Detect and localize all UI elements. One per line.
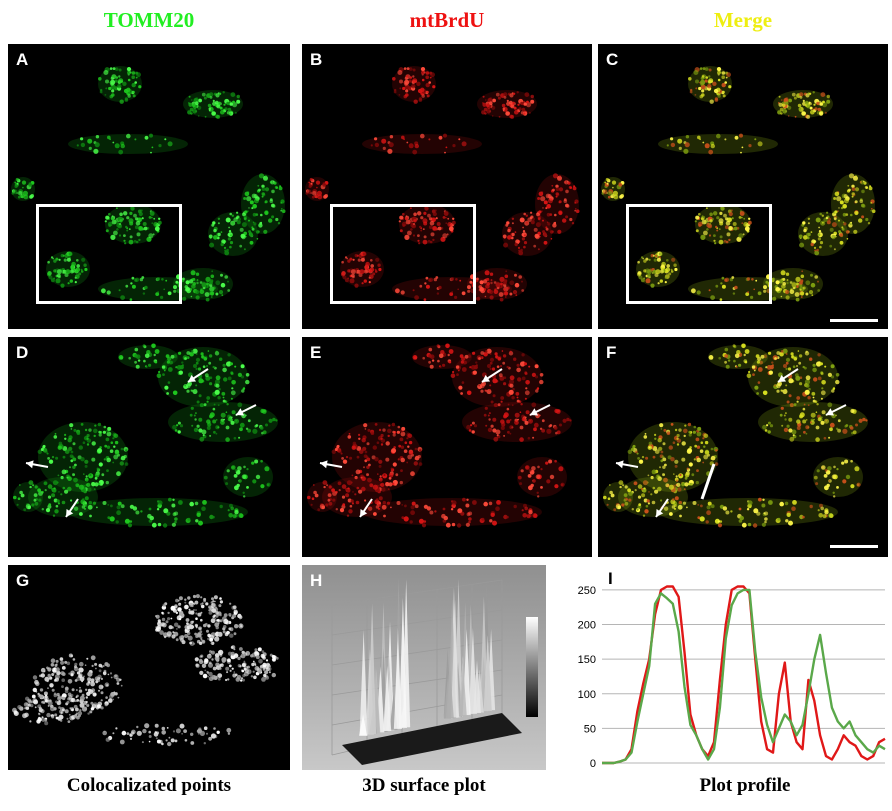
panel-d: D	[8, 337, 290, 557]
arrow-head	[826, 408, 835, 416]
profile-line	[700, 463, 716, 500]
surface-peak	[473, 660, 482, 713]
panel-e-label: E	[310, 343, 322, 362]
panel-b: B	[302, 44, 592, 329]
panel-a-label: A	[16, 50, 29, 69]
panel-g: G	[8, 565, 290, 770]
arrow-head	[236, 408, 245, 416]
panel-f-image	[603, 343, 868, 528]
arrow-head	[26, 460, 34, 469]
arrow-head	[482, 374, 491, 382]
panel-h-label: H	[310, 571, 323, 590]
surface-peak	[383, 665, 392, 731]
panel-c-label: C	[606, 50, 619, 69]
surface-peak	[451, 599, 460, 718]
panel-c-image	[601, 66, 876, 302]
caption-colocalized: Colocalizated points	[66, 775, 232, 796]
tomm20-title: TOMM20	[103, 8, 195, 32]
panel-a: A	[8, 44, 290, 329]
mtbrdu-title: mtBrdU	[409, 8, 485, 32]
merge-title: Merge	[713, 8, 773, 32]
y-tick-label: 0	[590, 758, 596, 770]
roi-box	[36, 204, 182, 304]
panel-h: H	[302, 565, 546, 770]
panel-f-label: F	[606, 343, 617, 362]
panel-i-label: I	[608, 569, 613, 588]
arrow-head	[530, 408, 539, 416]
roi-box	[330, 204, 476, 304]
arrow-head	[188, 374, 197, 382]
panel-e-image	[307, 343, 572, 528]
arrow-head	[66, 508, 74, 517]
y-tick-label: 250	[578, 585, 596, 597]
surface-peak	[398, 597, 407, 728]
arrow-head	[616, 460, 624, 469]
y-tick-label: 200	[578, 620, 596, 632]
panel-a-image	[11, 66, 286, 302]
surface-peak	[445, 668, 454, 719]
scale-bar	[830, 319, 878, 322]
y-tick-label: 150	[578, 654, 596, 666]
panel-g-label: G	[16, 571, 30, 590]
surface-peak	[458, 658, 467, 716]
colocalized-points-image	[12, 594, 279, 747]
series-line-red	[602, 585, 886, 765]
surface-peak	[368, 603, 377, 734]
panel-i: I 0 50 100 150 200 250	[550, 565, 890, 770]
plot-profile-chart: 0 50 100 150 200 250	[578, 585, 886, 770]
surface-peak	[393, 640, 402, 729]
arrow-head	[360, 508, 368, 517]
series-line-green	[602, 588, 886, 765]
panel-b-label: B	[310, 50, 323, 69]
panel-d-label: D	[16, 343, 29, 362]
arrow-head	[656, 508, 664, 517]
arrow-head	[320, 460, 328, 469]
surface-peak	[483, 635, 492, 711]
panel-f: F	[598, 337, 888, 557]
caption-surface-plot: 3D surface plot	[362, 775, 486, 796]
panel-c: C	[598, 44, 888, 329]
panel-b-image	[305, 66, 580, 302]
panel-e: E	[302, 337, 592, 557]
y-tick-label: 50	[584, 723, 596, 735]
y-tick-label: 100	[578, 689, 596, 701]
surface-peak	[359, 629, 368, 736]
caption-plot-profile: Plot profile	[699, 775, 791, 796]
roi-box	[626, 204, 772, 304]
scale-bar	[830, 545, 878, 548]
panel-d-image	[13, 343, 278, 528]
arrow-head	[778, 374, 787, 382]
surface-plot-image	[331, 577, 538, 765]
colorbar	[526, 617, 538, 717]
surface-peak	[359, 714, 368, 736]
